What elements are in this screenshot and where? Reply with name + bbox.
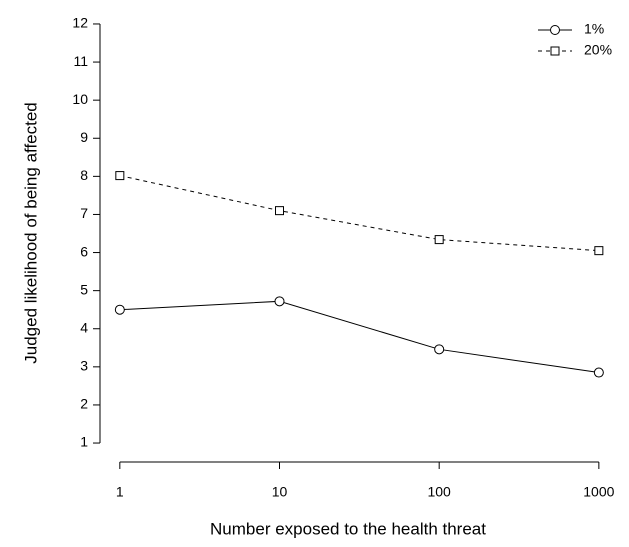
series-line — [119, 175, 599, 252]
marker — [114, 304, 125, 315]
series-line — [119, 300, 599, 374]
legend-marker — [550, 25, 560, 35]
marker — [274, 296, 285, 307]
y-tick-label: 1 — [80, 434, 88, 450]
y-tick-label: 12 — [72, 15, 88, 31]
marker — [115, 171, 125, 181]
marker — [434, 344, 445, 355]
marker — [275, 206, 285, 216]
y-axis-label: Judged likelihood of being affected — [21, 102, 40, 364]
y-tick-label: 10 — [72, 91, 88, 107]
y-tick-label: 5 — [80, 281, 88, 297]
y-tick-label: 9 — [80, 129, 88, 145]
marker — [593, 367, 604, 378]
y-tick-label: 2 — [80, 396, 88, 412]
y-tick-label: 7 — [80, 205, 88, 221]
x-tick-label: 100 — [427, 484, 451, 500]
y-tick-label: 6 — [80, 243, 88, 259]
marker — [594, 246, 604, 256]
x-tick-label: 1 — [116, 484, 124, 500]
x-axis-label: Number exposed to the health threat — [210, 519, 486, 538]
x-tick-label: 1000 — [583, 484, 614, 500]
legend-label: 1% — [584, 21, 604, 37]
y-tick-label: 11 — [73, 53, 88, 69]
marker — [434, 235, 444, 245]
y-tick-label: 3 — [80, 358, 88, 374]
x-tick-label: 10 — [272, 484, 288, 500]
y-tick-label: 4 — [80, 319, 88, 335]
legend-label: 20% — [584, 42, 612, 58]
legend-marker — [550, 46, 560, 56]
y-tick-label: 8 — [80, 167, 88, 183]
